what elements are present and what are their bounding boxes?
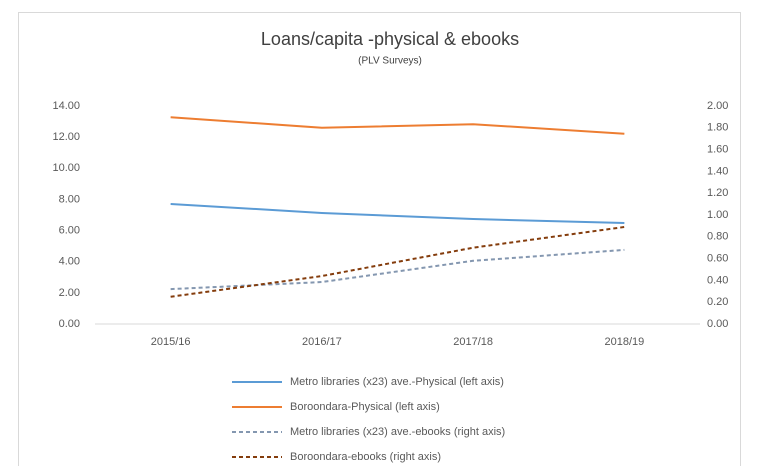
y2-tick-label: 0.40	[707, 274, 728, 286]
x-tick-label: 2018/19	[604, 336, 644, 348]
y-tick-label: 6.00	[59, 224, 80, 236]
y2-tick-label: 0.80	[707, 231, 728, 243]
y-tick-label: 8.00	[59, 193, 80, 205]
y-tick-label: 12.00	[52, 131, 80, 143]
legend-label: Boroondara-Physical (left axis)	[290, 401, 440, 413]
y2-tick-label: 1.80	[707, 122, 728, 134]
x-tick-label: 2017/18	[453, 336, 493, 348]
y2-tick-label: 1.40	[707, 165, 728, 177]
legend-label: Boroondara-ebooks (right axis)	[290, 451, 441, 463]
series-line	[170, 202, 625, 224]
legend-label: Metro libraries (x23) ave.-Physical (lef…	[290, 376, 504, 388]
x-tick-label: 2016/17	[302, 336, 342, 348]
y2-tick-label: 1.20	[707, 187, 728, 199]
y-tick-label: 2.00	[59, 287, 80, 299]
y-tick-label: 4.00	[59, 256, 80, 268]
series-line	[170, 116, 625, 135]
chart-border	[18, 12, 741, 466]
chart-title: Loans/capita -physical & ebooks	[261, 29, 519, 49]
y2-tick-label: 1.60	[707, 144, 728, 156]
y2-tick-label: 1.00	[707, 209, 728, 221]
y-tick-label: 0.00	[59, 318, 80, 330]
y2-tick-label: 2.00	[707, 100, 728, 112]
chart-subtitle: (PLV Surveys)	[358, 56, 422, 67]
y-tick-label: 14.00	[52, 100, 80, 112]
y2-tick-label: 0.20	[707, 296, 728, 308]
y2-tick-label: 0.60	[707, 253, 728, 265]
legend-label: Metro libraries (x23) ave.-ebooks (right…	[290, 426, 505, 438]
y2-tick-label: 0.00	[707, 318, 728, 330]
y-tick-label: 10.00	[52, 162, 80, 174]
x-tick-label: 2015/16	[151, 336, 191, 348]
series-line	[170, 248, 625, 291]
